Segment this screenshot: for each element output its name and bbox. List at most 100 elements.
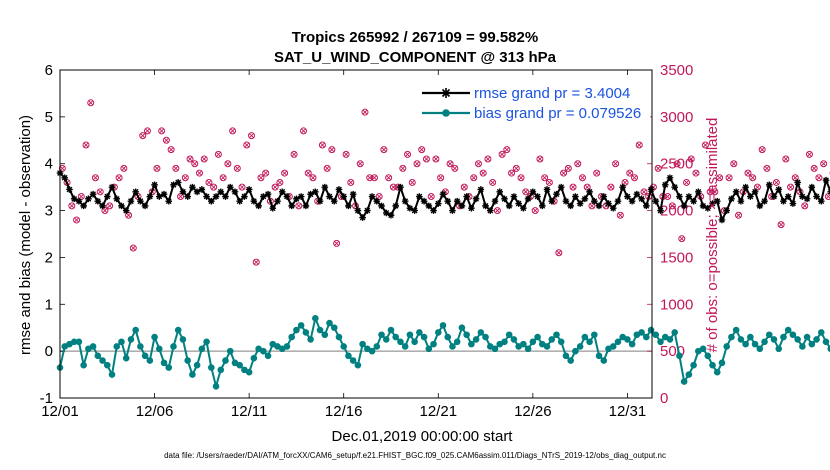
rmse-point — [581, 195, 589, 203]
obs-possible-marker — [115, 174, 123, 182]
rmse-point — [241, 193, 248, 200]
rmse-point — [94, 197, 102, 205]
obs-count-point — [418, 146, 426, 154]
obs-possible-marker — [385, 174, 393, 182]
bias-point — [643, 333, 650, 341]
obs-assimilated-marker — [239, 184, 245, 190]
obs-count-point — [640, 188, 648, 196]
bias-point — [236, 361, 243, 369]
rmse-point — [170, 181, 177, 189]
rmse-point — [713, 197, 721, 205]
obs-possible-marker — [763, 164, 771, 172]
legend-marker-bias — [442, 109, 450, 117]
obs-possible-marker — [683, 178, 691, 186]
obs-count-point — [224, 160, 232, 168]
legend-label-rmse: rmse grand pr = 3.4004 — [474, 85, 630, 102]
rmse-point — [472, 195, 480, 203]
obs-possible-marker — [304, 169, 312, 177]
obs-possible-marker — [219, 174, 227, 182]
obs-count-point — [158, 127, 166, 135]
rmse-point — [737, 197, 745, 205]
bias-point — [685, 371, 693, 378]
rmse-point — [406, 204, 414, 212]
bias-point — [321, 331, 329, 339]
rmse-point — [293, 195, 300, 203]
obs-assimilated-marker — [376, 193, 382, 200]
bias-point — [581, 333, 589, 341]
obs-possible-marker — [191, 160, 199, 168]
bias-point — [600, 357, 608, 364]
rmse-point — [416, 193, 423, 200]
rmse-point — [510, 193, 518, 200]
bias-point — [529, 338, 537, 346]
bias-point — [122, 354, 130, 362]
rmse-point — [775, 186, 783, 193]
y-left-tick-label: 4 — [45, 156, 53, 173]
x-tick-label: 12/11 — [231, 403, 267, 420]
y-left-tick-label: 3 — [45, 203, 53, 220]
y-right-tick-label: 2000 — [660, 203, 693, 220]
obs-count-point — [654, 164, 662, 172]
obs-possible-marker — [361, 108, 369, 116]
obs-count-point — [281, 169, 289, 177]
rmse-point — [288, 202, 295, 210]
obs-count-point — [820, 160, 828, 168]
obs-possible-marker — [167, 146, 175, 154]
obs-count-point — [191, 160, 199, 168]
obs-count-point — [389, 183, 397, 191]
obs-assimilated-marker — [168, 147, 174, 153]
obs-count-point — [801, 202, 809, 210]
rmse-point — [66, 186, 73, 193]
obs-count-point — [706, 188, 714, 196]
rmse-point — [439, 190, 447, 198]
bias-point — [165, 364, 173, 371]
obs-assimilated-marker — [248, 133, 255, 139]
rmse-point — [780, 197, 787, 205]
rmse-point — [605, 200, 612, 207]
rmse-point — [236, 197, 243, 205]
obs-possible-marker — [229, 127, 237, 135]
obs-possible-marker — [805, 150, 813, 158]
rmse-point — [340, 193, 348, 200]
obs-assimilated-marker — [825, 193, 830, 200]
bias-point — [562, 352, 570, 360]
bias-point — [808, 340, 816, 348]
bias-point — [203, 338, 210, 346]
bias-point — [482, 333, 489, 341]
obs-count-point — [536, 155, 544, 163]
obs-assimilated-marker — [707, 189, 713, 195]
obs-assimilated-marker — [173, 165, 179, 171]
obs-count-point — [380, 146, 388, 154]
obs-count-point — [181, 174, 189, 182]
obs-count-point — [687, 155, 695, 163]
bias-point — [137, 343, 144, 350]
obs-assimilated-marker — [187, 156, 193, 162]
bias-point — [799, 343, 806, 350]
obs-count-point — [333, 239, 341, 247]
rmse-point — [486, 207, 494, 214]
bias-point — [316, 326, 324, 334]
obs-possible-marker — [295, 202, 303, 210]
obs-count-point — [578, 174, 586, 182]
legend: rmse grand pr = 3.4004 bias grand pr = 0.… — [414, 78, 650, 124]
bias-point — [382, 336, 390, 343]
obs-count-point — [512, 164, 520, 172]
obs-possible-marker — [460, 183, 468, 191]
bias-point — [690, 361, 697, 369]
rmse-point — [226, 183, 234, 191]
bias-point — [713, 368, 721, 376]
obs-possible-marker — [186, 155, 194, 163]
obs-possible-marker — [787, 183, 795, 191]
y-left-tick-label: 1 — [45, 296, 53, 313]
rmse-point — [387, 211, 395, 219]
obs-assimilated-marker — [754, 184, 760, 190]
rmse-point — [75, 197, 83, 205]
obs-possible-marker — [342, 150, 350, 158]
obs-count-point — [82, 141, 90, 149]
obs-assimilated-marker — [182, 175, 188, 181]
rmse-point — [260, 193, 267, 200]
obs-count-point — [692, 169, 700, 177]
obs-assimilated-marker — [371, 175, 377, 181]
obs-assimilated-marker — [319, 142, 325, 148]
rmse-point — [179, 188, 187, 196]
